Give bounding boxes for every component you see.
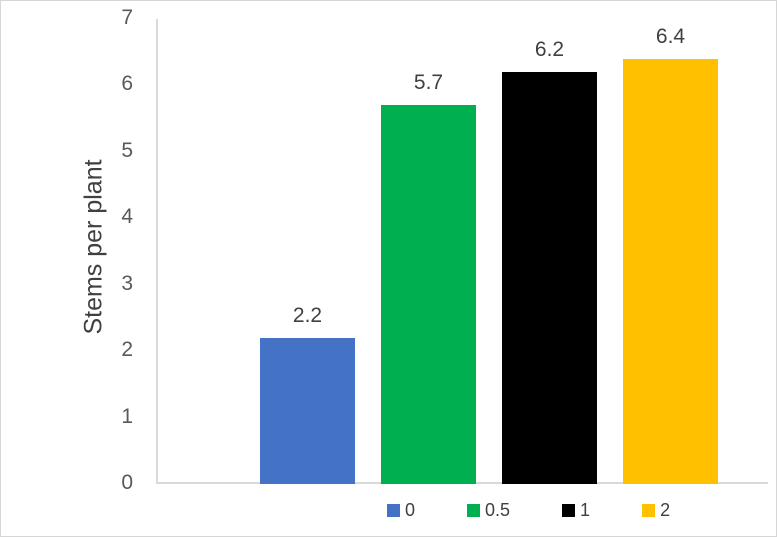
legend-label: 2 xyxy=(660,500,671,520)
bar-category-1 xyxy=(502,72,597,484)
legend-swatch-icon xyxy=(642,504,656,517)
bar-category-2 xyxy=(623,58,718,484)
legend-label: 1 xyxy=(580,500,591,520)
bar-category-0.5 xyxy=(381,105,476,484)
legend: 0 0.5 1 2 xyxy=(387,500,670,521)
legend-swatch-icon xyxy=(562,504,576,517)
y-tick-label-5: 5 xyxy=(121,138,133,162)
legend-item-0: 0 xyxy=(387,500,415,521)
data-label-2: 6.4 xyxy=(655,24,686,48)
y-tick-label-4: 4 xyxy=(121,205,133,229)
y-tick-label-7: 7 xyxy=(121,6,133,29)
y-tick-label-2: 2 xyxy=(121,338,133,362)
y-tick-label-6: 6 xyxy=(121,72,133,96)
legend-item-1: 1 xyxy=(562,500,590,521)
data-label-0.5: 5.7 xyxy=(413,71,444,95)
legend-item-2: 2 xyxy=(642,500,670,521)
y-tick-label-0: 0 xyxy=(121,471,133,494)
bar-category-0 xyxy=(260,337,355,484)
legend-swatch-icon xyxy=(387,504,400,517)
y-tick-label-1: 1 xyxy=(121,404,133,428)
legend-swatch-icon xyxy=(467,504,481,517)
legend-label: 0 xyxy=(405,500,416,520)
data-label-1: 6.2 xyxy=(534,38,565,62)
y-axis-title: Stems per plant xyxy=(79,159,108,335)
legend-item-0.5: 0.5 xyxy=(467,500,510,521)
data-label-0: 2.2 xyxy=(292,303,323,327)
legend-label: 0.5 xyxy=(485,500,511,520)
y-tick-label-3: 3 xyxy=(121,271,133,295)
